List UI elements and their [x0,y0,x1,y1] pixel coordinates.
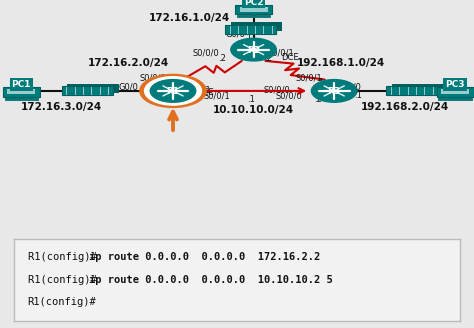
Text: S0/0/0: S0/0/0 [193,49,219,58]
Text: 192.168.1.0/24: 192.168.1.0/24 [297,58,385,68]
Text: DCE: DCE [281,53,299,62]
Text: 172.16.3.0/24: 172.16.3.0/24 [21,102,102,113]
FancyBboxPatch shape [62,87,113,95]
FancyBboxPatch shape [3,87,40,96]
Text: S0/0/1: S0/0/1 [203,92,230,100]
Circle shape [311,80,357,102]
Text: .1: .1 [317,78,324,87]
Text: S0/0/0: S0/0/0 [275,92,302,100]
FancyBboxPatch shape [386,87,438,95]
Circle shape [145,77,201,105]
Text: S0/0/1: S0/0/1 [267,49,294,58]
Text: .2: .2 [218,53,226,63]
Text: R3: R3 [328,87,341,96]
Circle shape [150,80,196,102]
Circle shape [140,74,206,108]
Text: .2: .2 [315,95,322,104]
Text: ip route 0.0.0.0  0.0.0.0  172.16.2.2: ip route 0.0.0.0 0.0.0.0 172.16.2.2 [89,253,320,262]
Text: .1: .1 [245,34,252,43]
FancyBboxPatch shape [7,89,36,94]
Text: 10.10.10.0/24: 10.10.10.0/24 [213,105,294,115]
Text: G0/0: G0/0 [342,83,362,92]
FancyBboxPatch shape [441,89,469,94]
Text: DCE: DCE [196,88,214,97]
FancyBboxPatch shape [392,84,443,92]
FancyBboxPatch shape [67,84,118,92]
Text: .1: .1 [247,95,255,104]
Text: S0/0/1: S0/0/1 [296,74,322,83]
Text: PC3: PC3 [445,80,465,89]
Text: R1: R1 [166,87,180,96]
Text: R2: R2 [247,46,260,55]
Text: 172.16.2.0/24: 172.16.2.0/24 [87,58,169,68]
FancyBboxPatch shape [231,22,282,31]
FancyBboxPatch shape [237,15,270,17]
Text: 172.16.1.0/24: 172.16.1.0/24 [149,13,230,23]
FancyBboxPatch shape [239,7,268,12]
Text: .1: .1 [158,92,166,100]
FancyBboxPatch shape [5,97,38,100]
Text: S0/0/1: S0/0/1 [185,85,211,94]
Text: .1: .1 [161,78,168,87]
Text: R1(config)#: R1(config)# [27,253,102,262]
Text: ip route 0.0.0.0  0.0.0.0  10.10.10.2 5: ip route 0.0.0.0 0.0.0.0 10.10.10.2 5 [89,275,333,285]
Text: S0/0/0: S0/0/0 [264,85,291,94]
Text: PC2: PC2 [244,0,264,7]
FancyBboxPatch shape [437,87,474,96]
Text: .1: .1 [354,92,362,100]
FancyBboxPatch shape [438,97,472,100]
Text: G0/0: G0/0 [226,30,246,39]
Text: G0/0: G0/0 [119,83,139,92]
FancyBboxPatch shape [235,5,272,14]
Text: R1(config)#: R1(config)# [27,297,96,307]
Text: .2: .2 [264,53,272,63]
Text: S0/0/0: S0/0/0 [139,74,166,83]
Text: PC1: PC1 [11,80,31,89]
Text: 192.168.2.0/24: 192.168.2.0/24 [361,102,449,113]
FancyBboxPatch shape [225,25,276,34]
Text: R1(config)#: R1(config)# [27,275,102,285]
Circle shape [231,38,276,61]
